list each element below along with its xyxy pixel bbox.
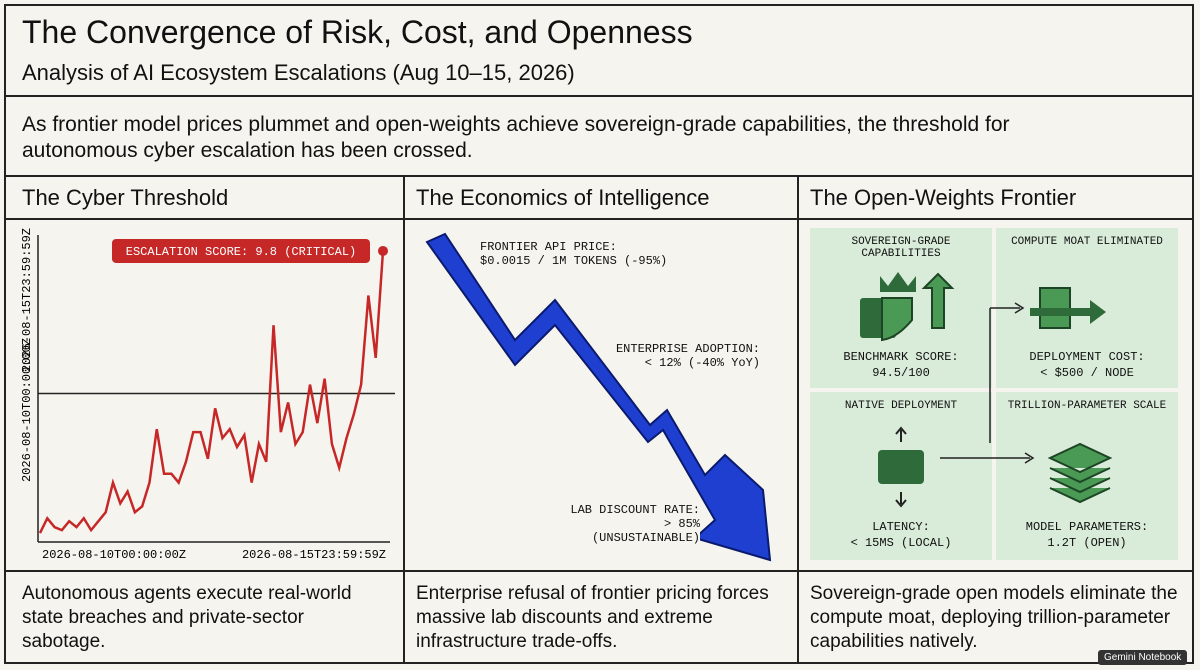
column-heading: The Economics of Intelligence — [416, 185, 710, 210]
cyber-chart: 2026-08-10T00:00:00Z 2026-08-15T23:59:59… — [20, 228, 395, 562]
divider — [4, 570, 1194, 572]
metric: LAB DISCOUNT RATE: > 85% (UNSUSTAINABLE) — [500, 503, 700, 545]
cell: SOVEREIGN-GRADE CAPABILITIES BENCHMARK SC… — [810, 228, 992, 388]
point — [378, 245, 388, 256]
metric: ENTERPRISE ADOPTION: < 12% (-40% YoY) — [615, 342, 760, 370]
x-label: 2026-08-15T23:59:59Z — [242, 548, 386, 562]
divider — [4, 218, 1194, 220]
divider — [4, 175, 1194, 177]
metric: FRONTIER API PRICE: $0.0015 / 1M TOKENS (… — [480, 240, 668, 268]
x-label: 2026-08-10T00:00:00Z — [42, 548, 186, 562]
divider — [4, 95, 1194, 97]
frame — [4, 4, 1194, 664]
column-footer: Autonomous agents execute real-world sta… — [22, 583, 352, 652]
intro: As frontier model prices plummet and ope… — [22, 113, 1010, 162]
y-label: 2026-08-10T00:00:00Z — [20, 338, 34, 482]
annotation-box — [112, 238, 370, 263]
column-footer: Sovereign-grade open models eliminate th… — [810, 583, 1178, 652]
arrow — [425, 232, 772, 562]
divider — [403, 175, 405, 664]
column-heading: The Cyber Threshold — [22, 185, 229, 210]
column-footer: Enterprise refusal of frontier pricing f… — [416, 583, 769, 652]
badge: Gemini Notebook — [1098, 650, 1188, 665]
column-heading: The Open-Weights Frontier — [810, 185, 1077, 210]
divider — [797, 175, 799, 664]
line — [38, 250, 385, 534]
y-label: 2026-08-15T23:59:59Z — [20, 228, 34, 372]
price-arrow — [425, 232, 772, 562]
subtitle: Analysis of AI Ecosystem Escalations (Au… — [22, 60, 575, 85]
icons — [860, 272, 1113, 508]
annotation: ESCALATION SCORE: 9.8 (CRITICAL) — [126, 245, 356, 259]
title: The Convergence of Risk, Cost, and Openn… — [22, 14, 693, 50]
